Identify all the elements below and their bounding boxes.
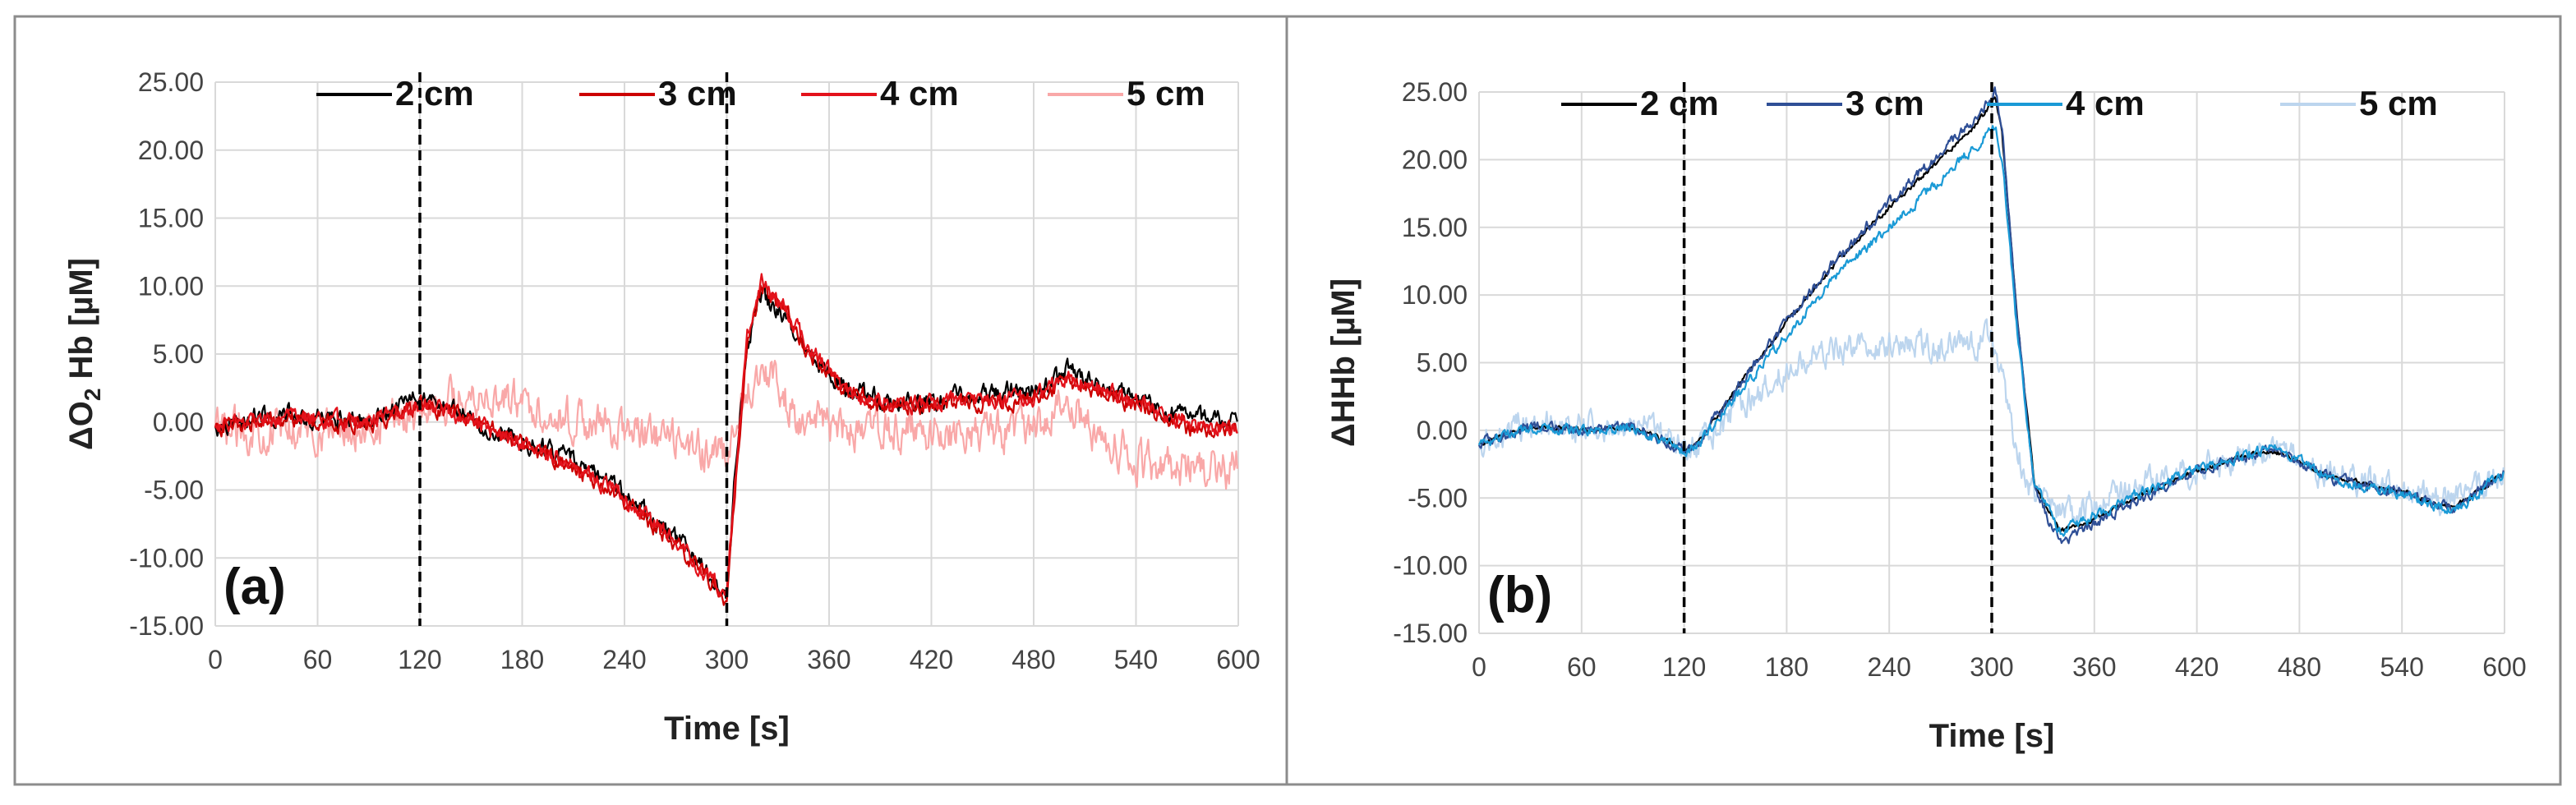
y-tick-label: 0.00 xyxy=(1417,416,1468,445)
x-tick-label: 0 xyxy=(208,645,223,674)
panel-label: (b) xyxy=(1487,567,1552,623)
y-tick-label: -10.00 xyxy=(1393,551,1468,581)
legend-entry-label: 5 cm xyxy=(1127,74,1205,113)
x-tick-label: 240 xyxy=(1868,652,1911,682)
y-tick-label: -15.00 xyxy=(1393,619,1468,648)
x-tick-label: 480 xyxy=(2278,652,2321,682)
y-tick-label: 25.00 xyxy=(1402,77,1468,107)
x-tick-label: 0 xyxy=(1472,652,1486,682)
x-tick-label: 300 xyxy=(1970,652,2013,682)
y-axis-label: ΔO2 Hb [µM] xyxy=(63,258,105,450)
y-tick-label: 20.00 xyxy=(1402,145,1468,174)
legend-entry-label: 4 cm xyxy=(2066,84,2145,122)
y-axis-label: ΔHHb [µM] xyxy=(1325,278,1362,447)
y-tick-label: 10.00 xyxy=(138,271,204,301)
legend-entry-label: 3 cm xyxy=(1846,84,1924,122)
y-tick-label: 15.00 xyxy=(1402,213,1468,242)
y-tick-label: 15.00 xyxy=(138,204,204,233)
x-tick-label: 420 xyxy=(2175,652,2219,682)
x-axis-label: Time [s] xyxy=(664,711,790,747)
legend-entry-label: 2 cm xyxy=(395,74,474,113)
chart-panel-b: 0 60 120 180 240 300 360 420 480 540 600 -15.00 -10.… xyxy=(1325,77,2527,754)
x-tick-label: 600 xyxy=(1216,645,1260,674)
x-tick-label: 480 xyxy=(1012,645,1055,674)
y-tick-label: -5.00 xyxy=(1408,483,1468,513)
x-tick-label: 120 xyxy=(1662,652,1706,682)
x-tick-label: 120 xyxy=(398,645,441,674)
y-tick-label: 5.00 xyxy=(153,339,204,369)
y-tick-label: 0.00 xyxy=(153,407,204,437)
x-tick-label: 360 xyxy=(2072,652,2116,682)
panel-label: (a) xyxy=(223,559,286,615)
x-axis-label: Time [s] xyxy=(1929,718,2055,754)
y-tick-label: 10.00 xyxy=(1402,280,1468,310)
x-tick-label: 360 xyxy=(807,645,850,674)
x-tick-label: 60 xyxy=(1567,652,1597,682)
panel-a-frame xyxy=(13,15,1288,786)
legend-entry-label: 4 cm xyxy=(880,74,959,113)
x-tick-label: 180 xyxy=(500,645,544,674)
y-tick-label: -5.00 xyxy=(144,476,204,505)
x-tick-label: 300 xyxy=(705,645,749,674)
legend-entry-label: 5 cm xyxy=(2359,84,2438,122)
y-tick-label: 5.00 xyxy=(1417,348,1468,378)
series-line-5cm xyxy=(1477,318,2505,522)
x-tick-label: 540 xyxy=(2380,652,2424,682)
x-tick-label: 60 xyxy=(303,645,333,674)
x-tick-label: 180 xyxy=(1765,652,1809,682)
x-tick-label: 600 xyxy=(2482,652,2526,682)
x-tick-label: 540 xyxy=(1114,645,1158,674)
y-tick-label: -15.00 xyxy=(129,611,204,641)
legend-entry-label: 2 cm xyxy=(1640,84,1719,122)
x-tick-label: 240 xyxy=(602,645,646,674)
chart-panel-a: 0 60 120 180 240 300 360 420 480 540 600 -15.00 -10.… xyxy=(63,67,1260,747)
panel-b-frame xyxy=(1285,15,2562,786)
y-tick-label: 25.00 xyxy=(138,67,204,97)
x-tick-label: 420 xyxy=(910,645,953,674)
y-tick-label: 20.00 xyxy=(138,136,204,165)
y-tick-label: -10.00 xyxy=(129,543,204,573)
legend-entry-label: 3 cm xyxy=(658,74,737,113)
